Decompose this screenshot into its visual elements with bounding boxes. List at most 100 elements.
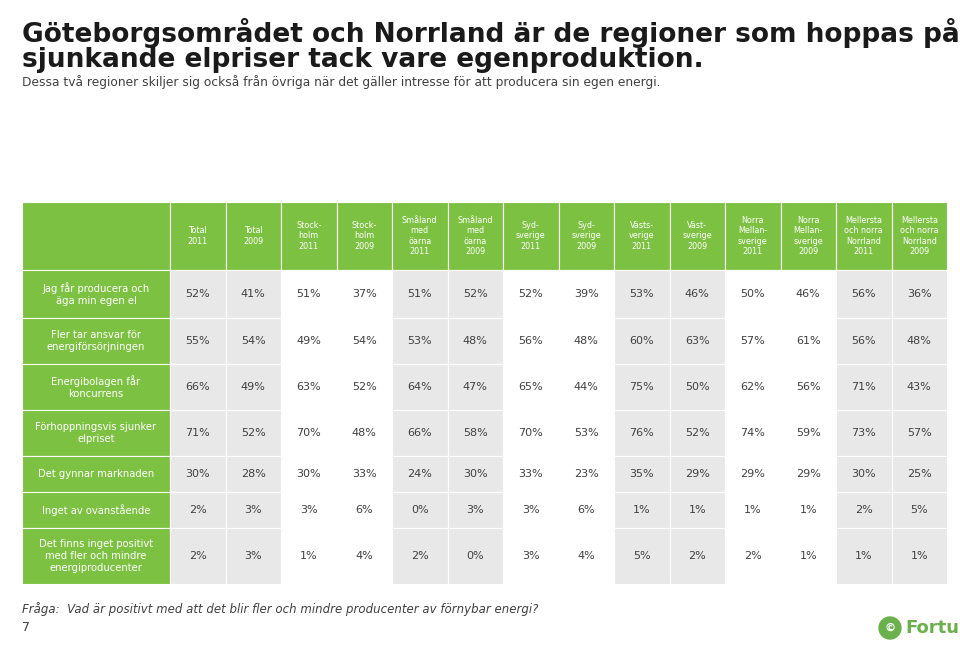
Text: 53%: 53% [630,289,654,299]
Bar [559,528,614,584]
Text: 30%: 30% [852,469,876,479]
Bar [281,364,337,410]
Bar [892,364,947,410]
Bar [725,270,780,318]
Bar [170,456,226,492]
Text: 49%: 49% [241,382,266,392]
Bar [669,528,725,584]
Bar [725,492,780,528]
Text: 56%: 56% [852,336,876,346]
Bar [780,456,836,492]
Bar [614,318,669,364]
Text: Syd-
sverige
2011: Syd- sverige 2011 [516,221,545,251]
Text: 6%: 6% [577,505,595,515]
Bar [669,270,725,318]
Text: 2%: 2% [189,551,206,561]
Bar [836,202,892,270]
Text: 61%: 61% [796,336,821,346]
Text: 1%: 1% [633,505,651,515]
Bar [614,456,669,492]
Bar [337,364,392,410]
Bar [392,410,447,456]
Text: Dessa två regioner skiljer sig också från övriga när det gäller intresse för att: Dessa två regioner skiljer sig också frå… [22,75,660,89]
Bar [836,318,892,364]
Text: 1%: 1% [300,551,318,561]
Text: 60%: 60% [630,336,654,346]
Text: Inget av ovanstående: Inget av ovanstående [41,504,151,516]
Text: 1%: 1% [910,551,928,561]
Text: 24%: 24% [407,469,432,479]
Bar [836,456,892,492]
Bar [836,270,892,318]
Bar [503,528,559,584]
Bar [392,202,447,270]
Bar [725,410,780,456]
Text: 52%: 52% [241,428,266,438]
Circle shape [879,617,901,639]
Bar [170,364,226,410]
Bar [337,202,392,270]
Text: 63%: 63% [297,382,321,392]
Text: 4%: 4% [577,551,595,561]
Text: Det finns inget positivt
med fler och mindre
energiproducenter: Det finns inget positivt med fler och mi… [39,540,153,573]
Text: 2%: 2% [854,505,873,515]
Text: 36%: 36% [907,289,931,299]
Text: 4%: 4% [355,551,373,561]
Bar [22,456,170,492]
Bar [170,270,226,318]
Text: Energibolagen får
koncurrens: Energibolagen får koncurrens [52,375,140,398]
Bar [170,202,226,270]
Text: 48%: 48% [574,336,599,346]
Text: 75%: 75% [630,382,654,392]
Text: 52%: 52% [684,428,709,438]
Text: Väst-
sverige
2009: Väst- sverige 2009 [683,221,712,251]
Bar [22,410,170,456]
Text: 62%: 62% [740,382,765,392]
Text: 23%: 23% [574,469,599,479]
Bar [447,364,503,410]
Bar [836,528,892,584]
Text: 3%: 3% [300,505,318,515]
Text: 70%: 70% [297,428,322,438]
Text: 3%: 3% [245,505,262,515]
Bar [392,528,447,584]
Text: Förhoppningsvis sjunker
elpriset: Förhoppningsvis sjunker elpriset [36,422,156,444]
Text: 70%: 70% [518,428,543,438]
Bar [669,492,725,528]
Text: 1%: 1% [688,505,706,515]
Bar [170,492,226,528]
Text: 57%: 57% [907,428,931,438]
Text: 25%: 25% [907,469,931,479]
Bar [337,456,392,492]
Text: 3%: 3% [245,551,262,561]
Text: Västs-
verige
2011: Västs- verige 2011 [629,221,655,251]
Text: Småland
med
öarna
2009: Småland med öarna 2009 [458,216,493,256]
Text: 33%: 33% [518,469,543,479]
Text: Fler tar ansvar för
energiförsörjningen: Fler tar ansvar för energiförsörjningen [47,330,145,352]
Text: 30%: 30% [297,469,321,479]
Text: 48%: 48% [351,428,376,438]
Text: Syd-
sverige
2009: Syd- sverige 2009 [571,221,601,251]
Bar [226,270,281,318]
Bar [614,492,669,528]
Bar [447,202,503,270]
Text: 43%: 43% [907,382,931,392]
Bar [780,364,836,410]
Bar [170,318,226,364]
Text: 47%: 47% [463,382,488,392]
Text: 57%: 57% [740,336,765,346]
Bar [780,318,836,364]
Bar [780,410,836,456]
Text: 1%: 1% [800,505,817,515]
Text: 28%: 28% [241,469,266,479]
Bar [447,410,503,456]
Text: 2%: 2% [189,505,206,515]
Text: Stock-
holm
2011: Stock- holm 2011 [296,221,322,251]
Bar [836,492,892,528]
Bar [281,456,337,492]
Bar [892,456,947,492]
Text: 71%: 71% [185,428,210,438]
Bar [614,364,669,410]
Text: 52%: 52% [518,289,543,299]
Bar [892,318,947,364]
